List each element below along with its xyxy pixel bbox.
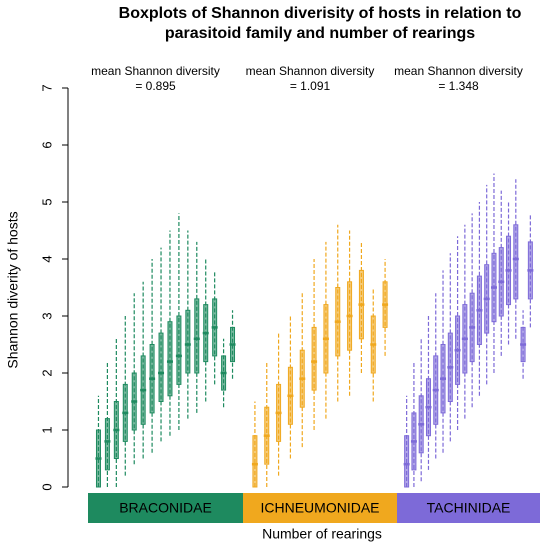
y-tick-label: 4 xyxy=(39,255,54,262)
box xyxy=(158,332,164,403)
y-tick-label: 5 xyxy=(39,198,54,205)
y-tick-label: 7 xyxy=(39,84,54,91)
box xyxy=(176,315,182,385)
box xyxy=(513,224,519,300)
legend-label: ICHNEUMONIDAE xyxy=(260,500,379,516)
legend-band xyxy=(243,493,397,523)
y-tick-label: 3 xyxy=(39,312,54,319)
box xyxy=(185,309,191,374)
box xyxy=(194,298,200,374)
legend-label: BRACONIDAE xyxy=(119,500,212,516)
legend-label: TACHINIDAE xyxy=(427,500,511,516)
box xyxy=(167,321,173,397)
box xyxy=(104,418,110,471)
annotation: = 0.895 xyxy=(135,79,176,93)
y-tick-label: 1 xyxy=(39,426,54,433)
chart-title: Boxplots of Shannon diverisity of hosts … xyxy=(119,5,522,22)
annotation: = 1.348 xyxy=(438,79,479,93)
legend-band xyxy=(397,493,540,523)
legend-band xyxy=(88,493,243,523)
box xyxy=(252,435,258,488)
box xyxy=(311,326,317,391)
annotation: mean Shannon diversity xyxy=(246,64,375,78)
annotation: mean Shannon diversity xyxy=(91,64,220,78)
y-tick-label: 2 xyxy=(39,369,54,376)
annotation: mean Shannon diversity xyxy=(394,64,523,78)
box xyxy=(404,435,410,488)
annotation: = 1.091 xyxy=(290,79,331,93)
y-axis-label: Shannon diverity of hosts xyxy=(5,211,21,368)
x-axis-label: Number of rearings xyxy=(262,526,382,542)
chart-title: parasitoid family and number of rearings xyxy=(165,25,475,42)
y-tick-label: 0 xyxy=(39,483,54,490)
y-tick-label: 6 xyxy=(39,141,54,148)
